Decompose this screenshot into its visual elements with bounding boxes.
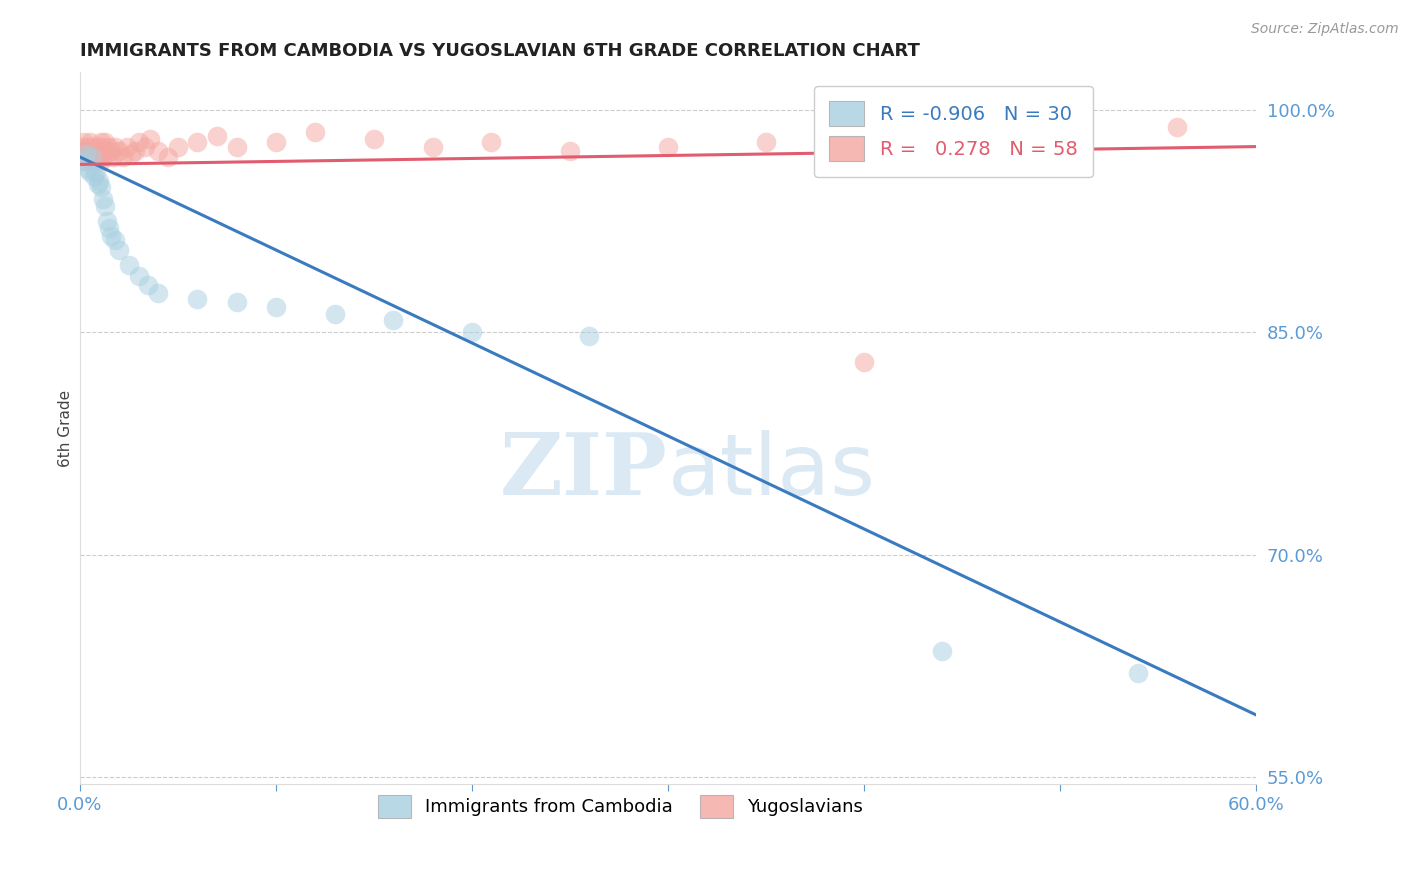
- Point: [657, 139, 679, 153]
- Point: [104, 233, 127, 247]
- Point: [120, 147, 142, 161]
- Point: [80, 150, 103, 164]
- Point: [86, 177, 108, 191]
- Point: [128, 135, 150, 149]
- Point: [75, 147, 97, 161]
- Point: [73, 154, 96, 169]
- Point: [83, 150, 105, 164]
- Point: [363, 132, 385, 146]
- Point: [89, 174, 111, 188]
- Point: [138, 277, 160, 292]
- Point: [93, 139, 115, 153]
- Point: [93, 150, 115, 164]
- Text: Source: ZipAtlas.com: Source: ZipAtlas.com: [1251, 22, 1399, 37]
- Point: [93, 192, 115, 206]
- Point: [94, 199, 117, 213]
- Point: [1069, 135, 1091, 149]
- Point: [86, 139, 108, 153]
- Point: [186, 135, 208, 149]
- Point: [90, 154, 112, 169]
- Point: [98, 139, 121, 153]
- Point: [111, 150, 134, 164]
- Point: [79, 135, 101, 149]
- Point: [148, 286, 170, 301]
- Point: [479, 135, 502, 149]
- Point: [128, 268, 150, 283]
- Point: [970, 125, 993, 139]
- Point: [578, 329, 600, 343]
- Point: [75, 154, 97, 169]
- Y-axis label: 6th Grade: 6th Grade: [58, 390, 73, 467]
- Point: [89, 150, 111, 164]
- Point: [205, 129, 228, 144]
- Point: [134, 139, 156, 153]
- Point: [1126, 666, 1149, 681]
- Point: [83, 139, 105, 153]
- Point: [83, 169, 105, 184]
- Point: [96, 213, 118, 227]
- Point: [157, 150, 180, 164]
- Point: [264, 300, 287, 314]
- Point: [84, 154, 107, 169]
- Point: [76, 150, 98, 164]
- Point: [225, 295, 247, 310]
- Point: [755, 135, 778, 149]
- Point: [86, 147, 108, 161]
- Point: [264, 135, 287, 149]
- Point: [225, 139, 247, 153]
- Point: [1166, 120, 1188, 135]
- Point: [100, 228, 122, 243]
- Point: [100, 144, 122, 158]
- Point: [186, 293, 208, 307]
- Point: [852, 354, 875, 368]
- Point: [73, 135, 96, 149]
- Point: [90, 179, 112, 194]
- Point: [108, 144, 131, 158]
- Point: [101, 150, 124, 164]
- Point: [79, 144, 101, 158]
- Point: [89, 144, 111, 158]
- Point: [96, 147, 118, 161]
- Point: [73, 139, 96, 153]
- Point: [84, 144, 107, 158]
- Text: ZIP: ZIP: [501, 429, 668, 513]
- Point: [70, 150, 93, 164]
- Point: [76, 161, 98, 176]
- Legend: Immigrants from Cambodia, Yugoslavians: Immigrants from Cambodia, Yugoslavians: [371, 788, 870, 825]
- Point: [70, 144, 93, 158]
- Text: IMMIGRANTS FROM CAMBODIA VS YUGOSLAVIAN 6TH GRADE CORRELATION CHART: IMMIGRANTS FROM CAMBODIA VS YUGOSLAVIAN …: [80, 42, 920, 60]
- Point: [124, 144, 146, 158]
- Point: [98, 221, 121, 235]
- Point: [323, 307, 346, 321]
- Point: [382, 313, 405, 327]
- Point: [422, 139, 444, 153]
- Point: [118, 258, 141, 272]
- Point: [139, 132, 162, 146]
- Point: [76, 139, 98, 153]
- Point: [94, 135, 117, 149]
- Point: [931, 644, 953, 658]
- Point: [79, 165, 101, 179]
- Point: [558, 144, 581, 158]
- Text: atlas: atlas: [668, 430, 876, 513]
- Point: [75, 147, 97, 161]
- Point: [852, 129, 875, 144]
- Point: [80, 154, 103, 169]
- Point: [94, 144, 117, 158]
- Point: [84, 165, 107, 179]
- Point: [104, 139, 127, 153]
- Point: [75, 144, 97, 158]
- Point: [148, 144, 170, 158]
- Point: [115, 139, 138, 153]
- Point: [108, 244, 131, 258]
- Point: [80, 147, 103, 161]
- Point: [166, 139, 188, 153]
- Point: [304, 125, 326, 139]
- Point: [461, 325, 484, 339]
- Point: [90, 135, 112, 149]
